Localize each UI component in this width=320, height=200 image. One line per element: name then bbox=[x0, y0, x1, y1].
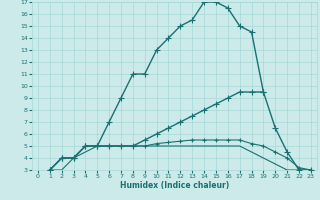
X-axis label: Humidex (Indice chaleur): Humidex (Indice chaleur) bbox=[120, 181, 229, 190]
